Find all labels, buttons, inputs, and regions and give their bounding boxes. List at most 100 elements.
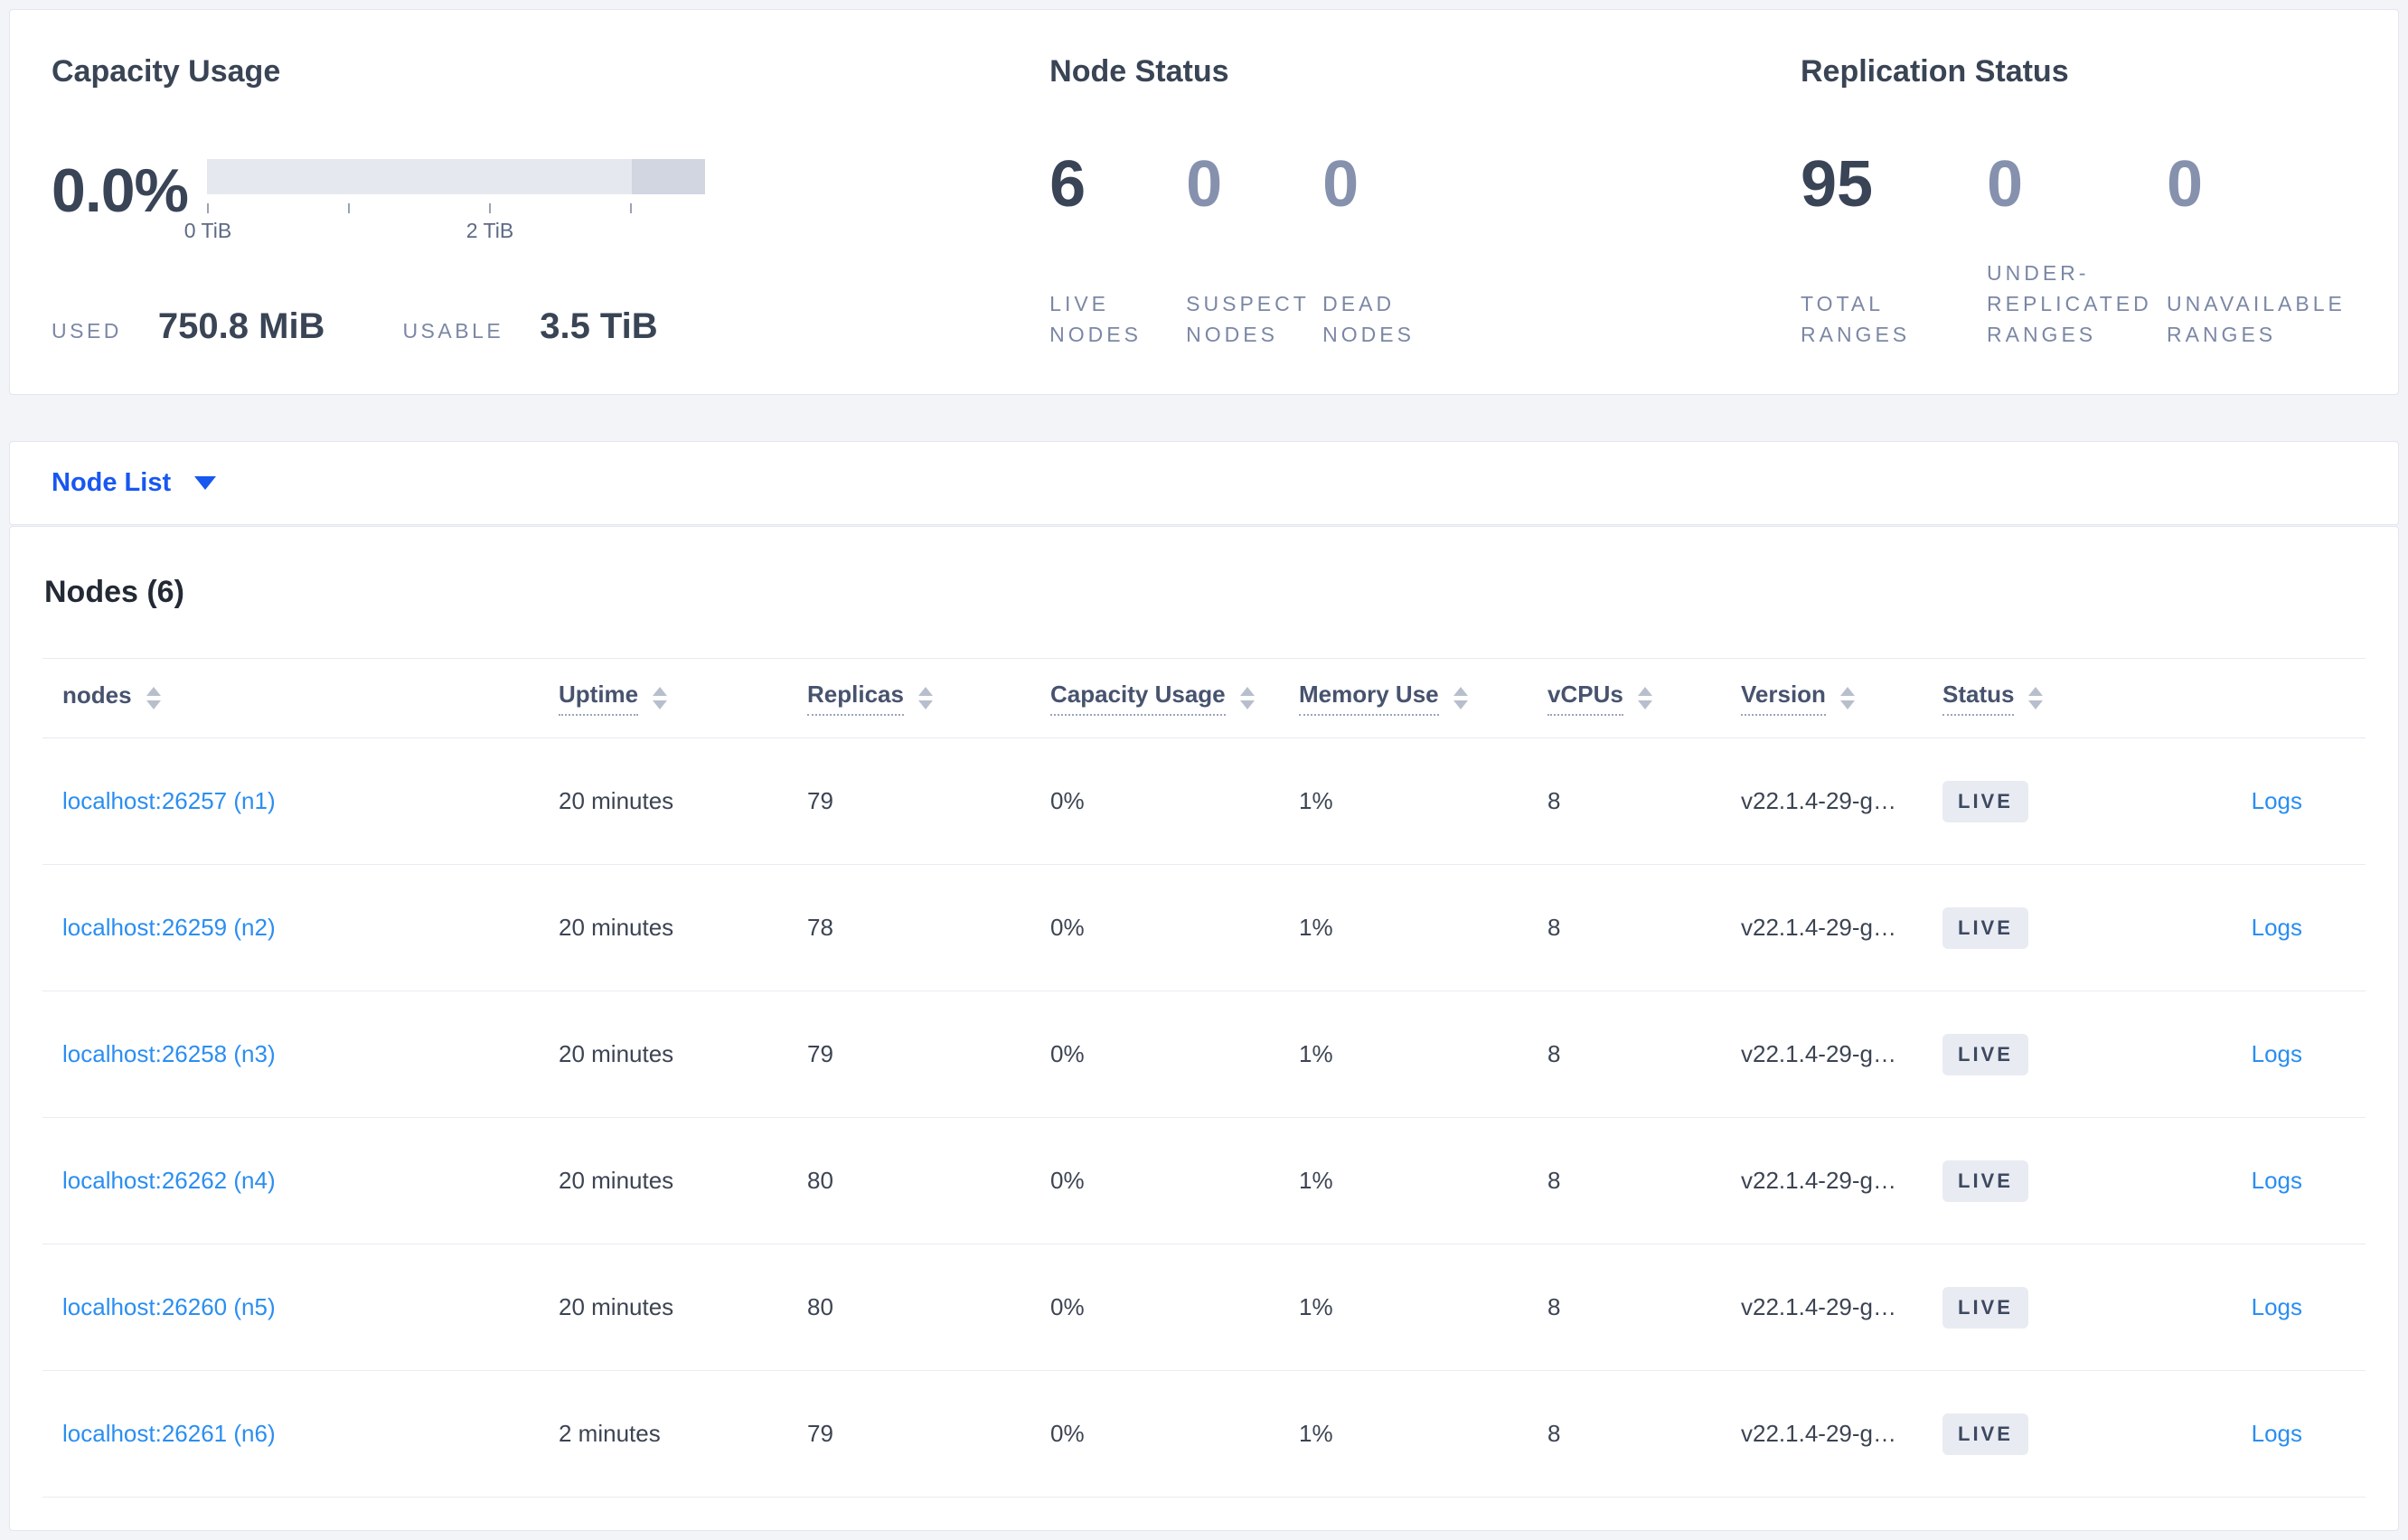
dead-nodes-stat: 0 DEAD NODES xyxy=(1322,151,1459,350)
status-cell: LIVE xyxy=(1942,906,2196,949)
memory-use-value: 1% xyxy=(1299,1167,1333,1194)
vcpus-cell: 8 xyxy=(1547,1293,1741,1321)
vcpus-cell: 8 xyxy=(1547,787,1741,815)
sort-up-triangle xyxy=(2028,687,2044,696)
vcpus-cell: 8 xyxy=(1547,1167,1741,1195)
logs-cell: Logs xyxy=(2196,914,2366,942)
live-nodes-stat: 6 LIVE NODES xyxy=(1049,151,1186,350)
memory-use-cell: 1% xyxy=(1299,1040,1547,1068)
vcpus-value: 8 xyxy=(1547,1167,1561,1194)
sort-up-triangle xyxy=(146,687,161,696)
under-replicated-ranges-stat: 0 UNDER-REPLICATED RANGES xyxy=(1987,151,2167,350)
node-link[interactable]: localhost:26262 (n4) xyxy=(62,1167,276,1194)
unavailable-ranges-label: UNAVAILABLE RANGES xyxy=(2167,292,2346,346)
logs-cell: Logs xyxy=(2196,1420,2366,1448)
replicas-value: 79 xyxy=(807,1420,833,1447)
sort-icon[interactable] xyxy=(2028,687,2044,709)
capacity-usage-value: 0% xyxy=(1050,1040,1085,1067)
node-link[interactable]: localhost:26257 (n1) xyxy=(62,787,276,814)
chevron-down-icon xyxy=(194,476,217,490)
logs-link[interactable]: Logs xyxy=(2251,1167,2302,1194)
uptime-cell: 20 minutes xyxy=(559,914,807,942)
table-row: localhost:26260 (n5) 20 minutes 80 0% 1% 8 v22… xyxy=(42,1244,2366,1371)
replicas-value: 79 xyxy=(807,1040,833,1067)
logs-link[interactable]: Logs xyxy=(2251,914,2302,941)
capacity-usage-title: Capacity Usage xyxy=(52,54,281,89)
status-cell: LIVE xyxy=(1942,1413,2196,1455)
sort-icon[interactable] xyxy=(1839,687,1855,709)
uptime-cell: 20 minutes xyxy=(559,1167,807,1195)
logs-link[interactable]: Logs xyxy=(2251,1420,2302,1447)
sort-icon[interactable] xyxy=(1239,687,1255,709)
replicas-cell: 79 xyxy=(807,1040,1050,1068)
column-header-version[interactable]: Version xyxy=(1741,681,1942,716)
memory-use-value: 1% xyxy=(1299,1420,1333,1447)
version-value: v22.1.4-29-g… xyxy=(1741,914,1896,941)
vcpus-cell: 8 xyxy=(1547,1040,1741,1068)
node-link[interactable]: localhost:26260 (n5) xyxy=(62,1293,276,1320)
node-cell: localhost:26259 (n2) xyxy=(42,914,559,942)
replicas-cell: 79 xyxy=(807,1420,1050,1448)
column-header-memory-use[interactable]: Memory Use xyxy=(1299,681,1547,716)
vcpus-cell: 8 xyxy=(1547,914,1741,942)
uptime-cell: 20 minutes xyxy=(559,787,807,815)
version-value: v22.1.4-29-g… xyxy=(1741,1167,1896,1194)
sort-icon[interactable] xyxy=(917,687,933,709)
usable-label: USABLE xyxy=(402,319,504,343)
sort-icon[interactable] xyxy=(653,687,668,709)
version-cell: v22.1.4-29-g… xyxy=(1741,1293,1942,1321)
sort-icon[interactable] xyxy=(1637,687,1652,709)
node-link[interactable]: localhost:26261 (n6) xyxy=(62,1420,276,1447)
suspect-nodes-value: 0 xyxy=(1186,148,1223,221)
column-header-replicas[interactable]: Replicas xyxy=(807,681,1050,716)
status-cell: LIVE xyxy=(1942,1160,2196,1202)
under-replicated-ranges-label: UNDER-REPLICATED RANGES xyxy=(1987,261,2152,346)
column-header-capacity-usage[interactable]: Capacity Usage xyxy=(1050,681,1299,716)
logs-link[interactable]: Logs xyxy=(2251,787,2302,814)
total-ranges-label: TOTAL RANGES xyxy=(1801,292,1911,346)
sort-up-triangle xyxy=(1839,687,1855,696)
logs-link[interactable]: Logs xyxy=(2251,1040,2302,1067)
logs-link[interactable]: Logs xyxy=(2251,1293,2302,1320)
column-header-status[interactable]: Status xyxy=(1942,681,2196,716)
node-status-stats: 6 LIVE NODES 0 SUSPECT NODES 0 DEAD NODE… xyxy=(1049,151,1801,350)
node-cell: localhost:26261 (n6) xyxy=(42,1420,559,1448)
column-header-vcpus[interactable]: vCPUs xyxy=(1547,681,1741,716)
sort-icon[interactable] xyxy=(146,687,161,709)
logs-cell: Logs xyxy=(2196,787,2366,815)
status-cell: LIVE xyxy=(1942,1286,2196,1329)
node-list-dropdown[interactable]: Node List xyxy=(52,468,217,498)
axis-tick xyxy=(207,203,209,213)
node-link[interactable]: localhost:26259 (n2) xyxy=(62,914,276,941)
node-link[interactable]: localhost:26258 (n3) xyxy=(62,1040,276,1067)
live-nodes-label: LIVE NODES xyxy=(1049,292,1142,346)
status-badge: LIVE xyxy=(1942,1286,2028,1329)
sort-icon[interactable] xyxy=(1453,687,1468,709)
replicas-value: 79 xyxy=(807,787,833,814)
nodes-table-header-row: nodes Uptime Replicas Capacity Usage Memory … xyxy=(42,659,2366,738)
column-header-label: Replicas xyxy=(807,681,904,716)
capacity-usage-cell: 0% xyxy=(1050,1293,1299,1321)
sort-up-triangle xyxy=(653,687,668,696)
capacity-usage-section: Capacity Usage 0.0% 0 TiB 2 TiB USED 750… xyxy=(52,52,1049,358)
column-header-uptime[interactable]: Uptime xyxy=(559,681,807,716)
memory-use-value: 1% xyxy=(1299,787,1333,814)
table-row: localhost:26257 (n1) 20 minutes 79 0% 1% 8 v22… xyxy=(42,738,2366,865)
version-cell: v22.1.4-29-g… xyxy=(1741,1040,1942,1068)
uptime-value: 2 minutes xyxy=(559,1420,661,1447)
column-header-nodes[interactable]: nodes xyxy=(42,681,559,715)
view-selector-bar: Node List xyxy=(9,441,2399,525)
column-header-label: Uptime xyxy=(559,681,639,716)
nodes-table-title: Nodes (6) xyxy=(44,575,184,609)
capacity-usage-value: 0% xyxy=(1050,787,1085,814)
cluster-summary-card: Capacity Usage 0.0% 0 TiB 2 TiB USED 750… xyxy=(9,9,2399,395)
sort-down-triangle xyxy=(1637,700,1652,709)
used-label: USED xyxy=(52,319,122,343)
replicas-value: 78 xyxy=(807,914,833,941)
column-header-label: Memory Use xyxy=(1299,681,1439,716)
capacity-usage-cell: 0% xyxy=(1050,1420,1299,1448)
table-row: localhost:26258 (n3) 20 minutes 79 0% 1% 8 v22… xyxy=(42,991,2366,1118)
vcpus-value: 8 xyxy=(1547,1293,1561,1320)
logs-cell: Logs xyxy=(2196,1040,2366,1068)
sort-down-triangle xyxy=(653,700,668,709)
